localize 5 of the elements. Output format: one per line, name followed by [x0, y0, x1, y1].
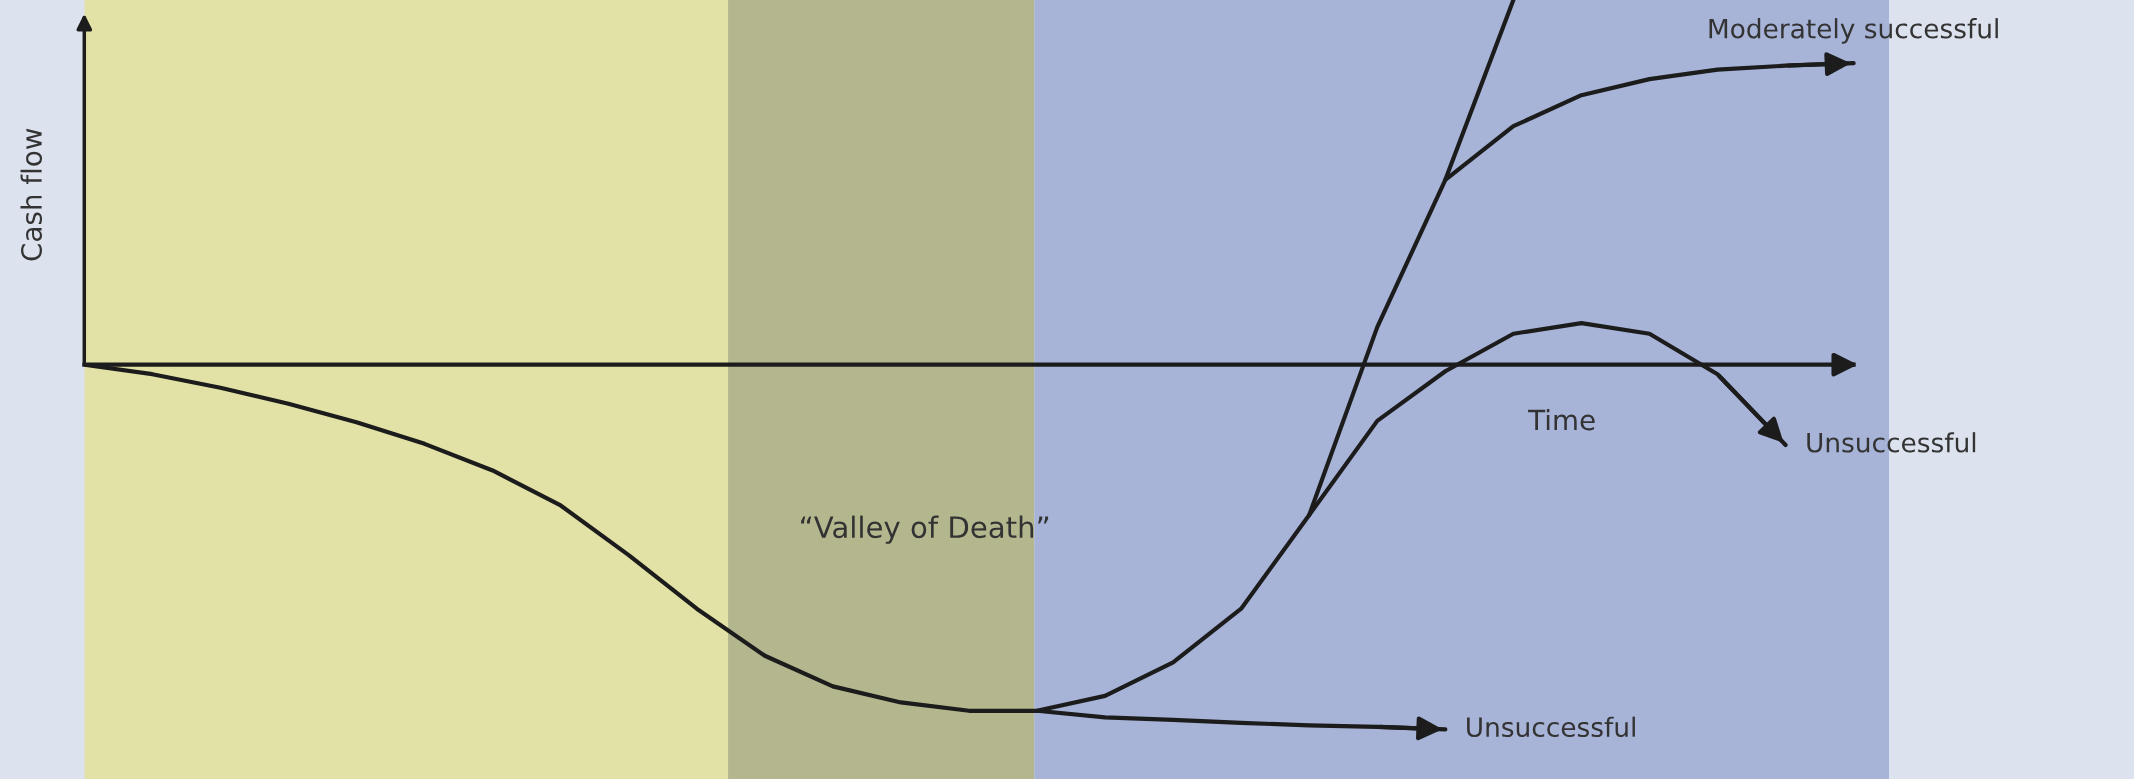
y-axis-title: Cash flow	[20, 128, 43, 261]
x-axis-title: Time	[1528, 408, 1595, 431]
legend-label: Unsuccessful	[1807, 432, 1976, 453]
series-label: Moderately successful	[1709, 18, 1998, 44]
legend-label: Unsuccessful	[1467, 716, 1635, 738]
